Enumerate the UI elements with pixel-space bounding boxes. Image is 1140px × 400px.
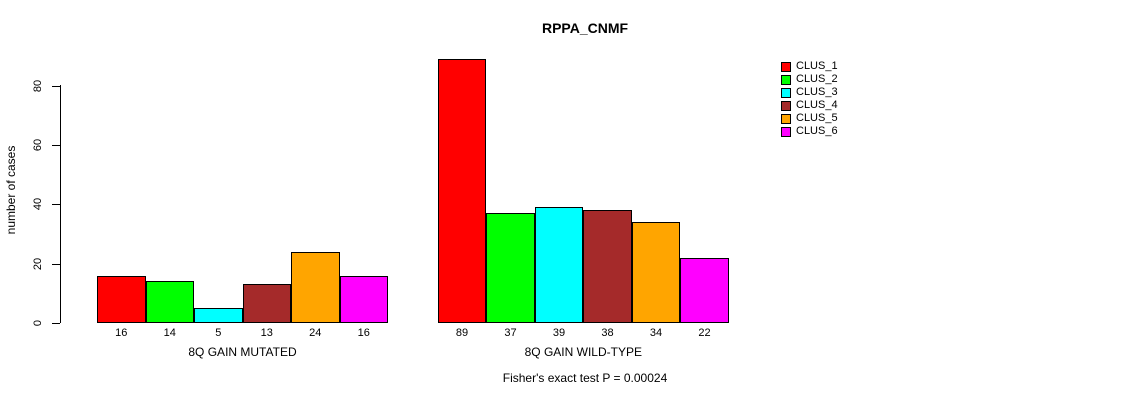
bar-clus_5-mutated [291, 251, 340, 323]
bar-value-label: 16 [115, 327, 128, 339]
legend-swatch [781, 100, 791, 111]
y-axis-tick [52, 204, 60, 206]
bar-clus_5-wild-type [631, 222, 681, 323]
y-axis-title: number of cases [4, 145, 18, 235]
legend-swatch [781, 74, 791, 85]
bar-value-label: 22 [698, 327, 711, 339]
fisher-test-annotation: Fisher's exact test P = 0.00024 [502, 371, 668, 385]
legend-label: CLUS_5 [796, 112, 838, 124]
legend: CLUS_1 CLUS_2 CLUS_3 CLUS_4 CLUS_5 CLUS_6 [781, 60, 838, 138]
legend-label: CLUS_6 [796, 125, 838, 137]
y-axis-tick [52, 85, 60, 87]
bar-value-label: 14 [163, 327, 176, 339]
legend-item: CLUS_2 [781, 73, 838, 86]
legend-swatch [781, 61, 791, 72]
group-axis-label: 8Q GAIN WILD-TYPE [524, 345, 642, 359]
y-axis-line [60, 85, 61, 323]
bar-clus_4-mutated [242, 284, 291, 323]
bar-clus_4-wild-type [583, 210, 632, 323]
bar-clus_2-wild-type [486, 213, 535, 323]
bar-clus_1-wild-type [437, 58, 487, 323]
legend-swatch [781, 126, 791, 137]
legend-item: CLUS_6 [781, 125, 838, 138]
legend-label: CLUS_3 [796, 86, 838, 98]
bar-clus_6-mutated [339, 275, 388, 323]
legend-item: CLUS_1 [781, 60, 838, 73]
legend-label: CLUS_2 [796, 73, 838, 85]
bar-value-label: 5 [215, 327, 222, 339]
bar-value-label: 16 [357, 327, 370, 339]
y-axis-tick-label: 0 [32, 319, 44, 327]
bar-value-label: 37 [504, 327, 517, 339]
legend-swatch [781, 113, 791, 124]
bar-clus_3-wild-type [534, 207, 584, 323]
y-axis-tick-label: 40 [32, 198, 44, 211]
y-axis-tick-label: 20 [32, 257, 44, 270]
bar-clus_2-mutated [145, 281, 194, 323]
legend-label: CLUS_1 [796, 60, 838, 72]
legend-item: CLUS_5 [781, 112, 838, 125]
bar-value-label: 89 [455, 327, 469, 339]
bar-value-label: 39 [552, 327, 566, 339]
legend-label: CLUS_4 [796, 99, 838, 111]
legend-item: CLUS_4 [781, 99, 838, 112]
y-axis-tick [52, 145, 60, 147]
group-axis-label: 8Q GAIN MUTATED [188, 345, 297, 359]
y-axis-tick-label: 60 [32, 138, 44, 152]
bar-value-label: 38 [601, 327, 614, 339]
bar-value-label: 24 [309, 327, 322, 339]
legend-item: CLUS_3 [781, 86, 838, 99]
bar-value-label: 13 [260, 327, 273, 339]
y-axis-tick [52, 323, 60, 324]
y-axis-tick-label: 80 [32, 79, 44, 92]
bar-clus_1-mutated [97, 275, 146, 323]
chart-title: RPPA_CNMF [541, 20, 629, 36]
y-axis-tick [52, 263, 60, 265]
bar-clus_3-mutated [194, 308, 243, 323]
bar-value-label: 34 [649, 327, 663, 339]
legend-swatch [781, 87, 791, 98]
bar-clus_6-wild-type [680, 257, 729, 323]
